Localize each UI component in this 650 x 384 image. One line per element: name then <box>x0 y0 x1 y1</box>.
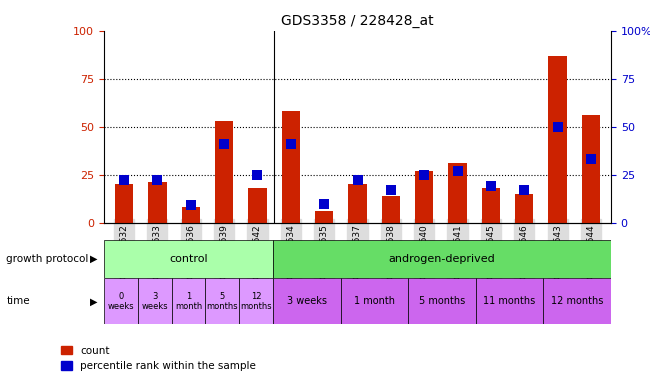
Text: time: time <box>6 296 30 306</box>
Text: 5
months: 5 months <box>207 292 238 311</box>
Bar <box>215 121 233 223</box>
Text: 0
weeks: 0 weeks <box>108 292 134 311</box>
Text: 11 months: 11 months <box>484 296 536 306</box>
Point <box>519 187 530 193</box>
Bar <box>115 184 133 223</box>
Point <box>385 187 396 193</box>
Bar <box>382 196 400 223</box>
Bar <box>448 163 467 223</box>
Point <box>452 168 463 174</box>
Title: GDS3358 / 228428_at: GDS3358 / 228428_at <box>281 14 434 28</box>
Point <box>185 202 196 209</box>
Bar <box>273 240 611 278</box>
Point <box>352 177 363 184</box>
Text: 1
month: 1 month <box>175 292 202 311</box>
Point <box>152 177 162 184</box>
Bar <box>104 240 273 278</box>
Bar <box>415 171 434 223</box>
Bar <box>549 56 567 223</box>
Bar <box>181 207 200 223</box>
Text: ▶: ▶ <box>90 254 97 264</box>
Text: control: control <box>169 254 208 264</box>
Bar <box>408 278 476 324</box>
Bar <box>543 278 611 324</box>
Point <box>419 172 430 178</box>
Bar <box>239 278 273 324</box>
Text: 3
weeks: 3 weeks <box>142 292 168 311</box>
Text: 12
months: 12 months <box>240 292 272 311</box>
Point <box>552 124 563 130</box>
Point <box>119 177 129 184</box>
Bar <box>205 278 239 324</box>
Bar <box>273 278 341 324</box>
Bar <box>482 188 500 223</box>
Text: androgen-deprived: androgen-deprived <box>389 254 495 264</box>
Text: ▶: ▶ <box>90 296 97 306</box>
Text: 12 months: 12 months <box>551 296 603 306</box>
Point <box>219 141 229 147</box>
Bar <box>515 194 534 223</box>
Bar <box>348 184 367 223</box>
Point <box>586 156 596 162</box>
Point <box>319 200 330 207</box>
Text: growth protocol: growth protocol <box>6 254 89 264</box>
Bar <box>281 111 300 223</box>
Bar <box>148 182 166 223</box>
Point <box>285 141 296 147</box>
Bar <box>248 188 266 223</box>
Bar <box>172 278 205 324</box>
Bar <box>582 115 600 223</box>
Bar <box>341 278 408 324</box>
Bar <box>476 278 543 324</box>
Point <box>486 183 496 189</box>
Legend: count, percentile rank within the sample: count, percentile rank within the sample <box>57 341 260 375</box>
Point <box>252 172 263 178</box>
Bar <box>138 278 172 324</box>
Text: 5 months: 5 months <box>419 296 465 306</box>
Text: 1 month: 1 month <box>354 296 395 306</box>
Text: 3 weeks: 3 weeks <box>287 296 327 306</box>
Bar <box>315 211 333 223</box>
Bar <box>104 278 138 324</box>
